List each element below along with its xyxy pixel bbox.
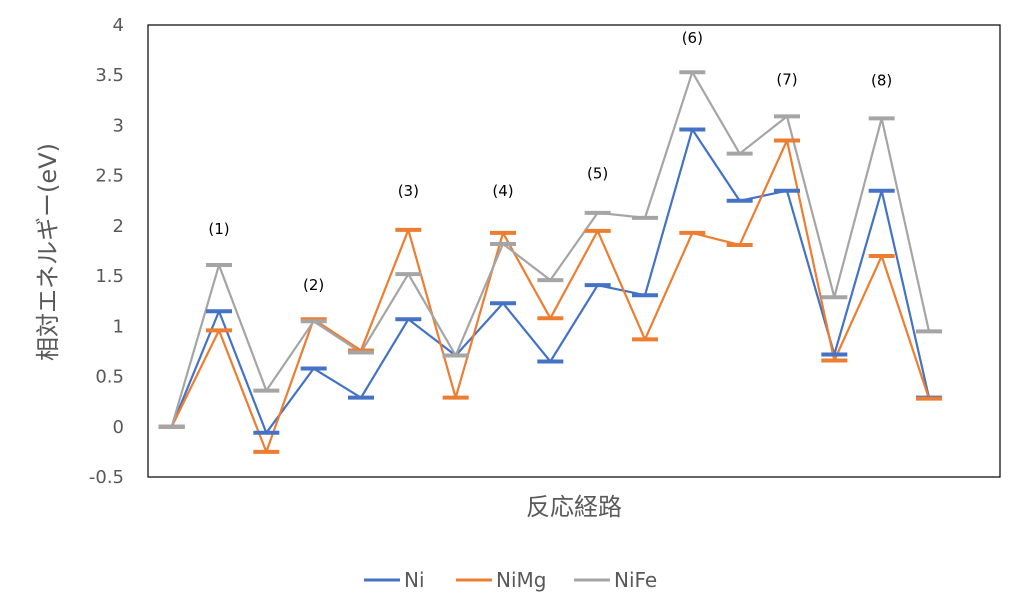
y-tick-label: 3 <box>113 115 124 136</box>
legend-label-nimg: NiMg <box>496 568 546 592</box>
y-tick-label: 0.5 <box>95 367 124 388</box>
step-annotation: (1) <box>208 220 229 238</box>
y-tick-label: -0.5 <box>89 467 124 488</box>
energy-level-marks <box>158 70 942 454</box>
step-annotation: (5) <box>587 165 608 183</box>
y-tick-label: 1 <box>113 316 124 337</box>
y-tick-label: 1.5 <box>95 266 124 287</box>
step-annotation: (7) <box>776 70 797 88</box>
step-annotation: (6) <box>682 29 703 47</box>
step-annotation: (3) <box>398 182 419 200</box>
step-annotation: (4) <box>492 182 513 200</box>
legend-label-ni: Ni <box>404 568 425 592</box>
annotations: (1) (2) (3) (4) (5) (6) (7) (8) <box>208 29 892 294</box>
legend: Ni NiMg NiFe <box>364 568 657 592</box>
y-axis-title: 相対エネルギー(eV) <box>34 143 62 361</box>
y-tick-label: 4 <box>113 15 124 36</box>
y-axis-ticks: -0.5 0 0.5 1 1.5 2 2.5 3 3.5 4 <box>89 15 124 488</box>
y-tick-label: 0 <box>113 417 124 438</box>
y-tick-label: 2 <box>113 216 124 237</box>
x-axis-title: 反応経路 <box>526 493 622 521</box>
legend-label-nife: NiFe <box>614 568 657 592</box>
y-tick-label: 3.5 <box>95 65 124 86</box>
plot-area-border <box>147 24 1001 478</box>
step-annotation: (2) <box>303 276 324 294</box>
y-tick-label: 2.5 <box>95 166 124 187</box>
step-annotation: (8) <box>871 71 892 89</box>
